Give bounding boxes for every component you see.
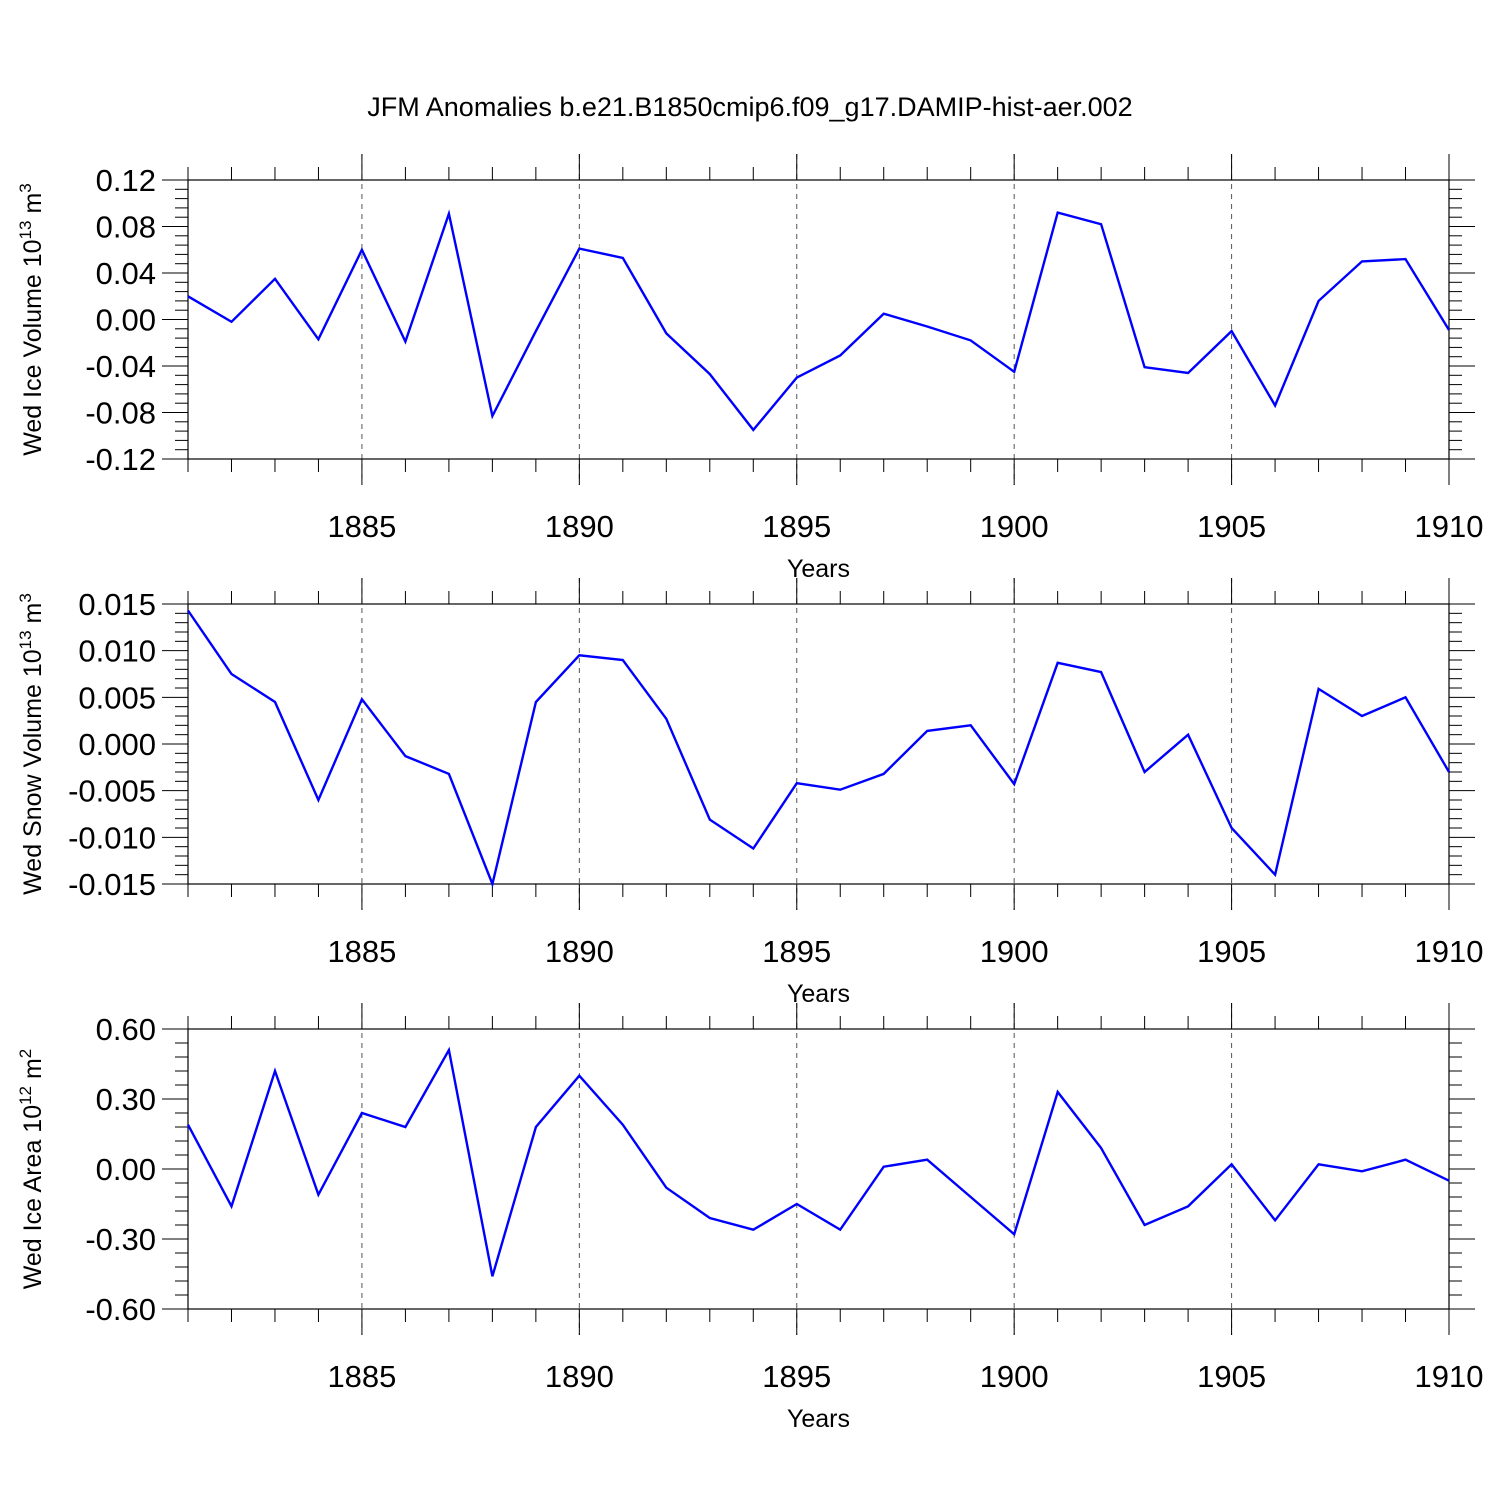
x-tick-label: 1895: [762, 1359, 831, 1394]
x-tick-label: 1900: [980, 1359, 1049, 1394]
x-tick-label: 1910: [1415, 934, 1484, 969]
y-tick-label: 0.005: [78, 680, 156, 715]
series-line: [187, 609, 1451, 888]
x-tick-label: 1885: [327, 1359, 396, 1394]
y-tick-label: 0.000: [78, 727, 156, 762]
y-tick-label: -0.015: [68, 867, 156, 902]
x-tick-label: 1890: [545, 1359, 614, 1394]
panels: 0.12 0.08 0.04 0.00 -0.04 -0.08 -0.12 1885 1890 1…: [16, 154, 1483, 1433]
y-tick-label: 0.30: [96, 1082, 156, 1117]
y-tick-label: -0.30: [85, 1222, 156, 1257]
x-axis-label: Years: [787, 1405, 850, 1433]
x-tick-label: 1885: [327, 934, 396, 969]
y-tick-label: 0.015: [78, 587, 156, 622]
x-tick-label: 1910: [1415, 1359, 1484, 1394]
panel-1: 0.12 0.08 0.04 0.00 -0.04 -0.08 -0.12 1885 1890 1…: [16, 154, 1483, 583]
y-axis-label: Wed Ice Volume 1013 m3: [16, 183, 47, 456]
x-tick-label: 1900: [980, 509, 1049, 544]
y-tick-label: 0.010: [78, 634, 156, 669]
y-tick-label: 0.00: [96, 1152, 156, 1187]
panel-3: 0.60 0.30 0.00 -0.30 -0.60 1885 1890 1895 1900 19…: [16, 1003, 1483, 1433]
y-tick-label: -0.12: [85, 442, 156, 477]
x-tick-label: 1890: [545, 509, 614, 544]
series-line: [186, 1046, 1450, 1277]
y-tick-label: -0.08: [85, 396, 156, 431]
x-tick-label: 1905: [1197, 509, 1266, 544]
y-tick-label: -0.04: [85, 349, 156, 384]
y-tick-label: 0.04: [96, 256, 156, 291]
chart-title: JFM Anomalies b.e21.B1850cmip6.f09_g17.D…: [367, 92, 1132, 122]
panel-2: 0.015 0.010 0.005 0.000 -0.005 -0.010 -0.015 18…: [16, 578, 1483, 1008]
plot-frame: [187, 1028, 1450, 1310]
x-axis-label: Years: [787, 555, 850, 583]
x-tick-label: 1895: [762, 509, 831, 544]
x-tick-label: 1910: [1415, 509, 1484, 544]
x-tick-label: 1905: [1197, 1359, 1266, 1394]
x-tick-label: 1905: [1197, 934, 1266, 969]
series-line: [187, 209, 1451, 432]
y-axis-label: Wed Snow Volume 1013 m3: [16, 593, 47, 895]
plot-frame: [187, 603, 1450, 885]
y-tick-label: 0.60: [96, 1012, 156, 1047]
y-tick-label: -0.005: [68, 774, 156, 809]
y-tick-label: 0.00: [96, 303, 156, 338]
y-tick-label: 0.08: [96, 210, 156, 245]
y-tick-label: 0.12: [96, 163, 156, 198]
y-tick-label: -0.010: [68, 820, 156, 855]
x-tick-label: 1890: [545, 934, 614, 969]
y-axis-label: Wed Ice Area 1012 m2: [16, 1049, 47, 1290]
x-tick-label: 1900: [980, 934, 1049, 969]
x-axis-label: Years: [787, 980, 850, 1008]
x-tick-label: 1895: [762, 934, 831, 969]
plot-frame: [187, 179, 1450, 460]
y-tick-label: -0.60: [85, 1292, 156, 1327]
x-tick-label: 1885: [327, 509, 396, 544]
